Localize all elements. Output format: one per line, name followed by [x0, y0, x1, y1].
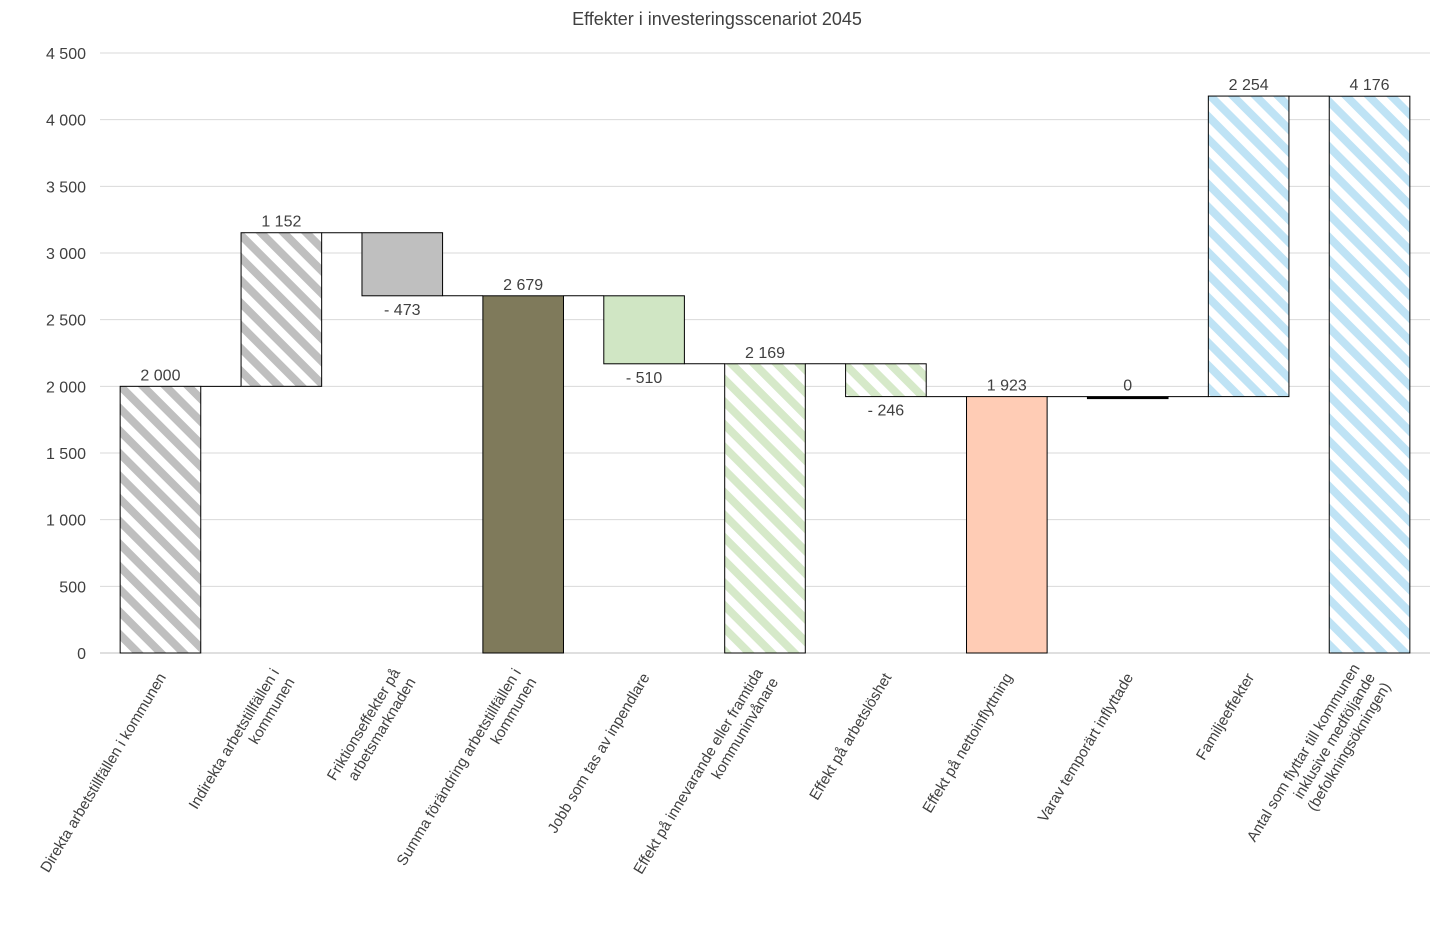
x-category-label: Summa förändring arbetstillfällen ikommu…	[394, 666, 541, 878]
x-category-line: Varav temporärt inflyttade	[1035, 670, 1137, 825]
x-category-label: Familjeeffekter	[1193, 670, 1258, 763]
bar	[724, 363, 806, 654]
y-tick-label: 3 500	[46, 179, 86, 196]
x-category-label: Indirekta arbetstillfällen ikommunen	[186, 666, 299, 822]
bar	[119, 385, 202, 654]
bars	[119, 95, 1411, 654]
x-category-label: Friktionseffekter påarbetsmarknaden	[324, 665, 420, 793]
x-axis: Direkta arbetstillfällen i kommunen Indir…	[37, 661, 1395, 886]
y-tick-label: 500	[59, 579, 86, 596]
y-tick-label: 1 000	[46, 513, 86, 530]
y-tick-label: 4 000	[46, 113, 86, 130]
bar	[1328, 95, 1411, 654]
data-label: 1 923	[987, 378, 1027, 395]
x-category-label: Effekt på innevarande eller framtidakomm…	[630, 665, 782, 886]
bar	[603, 295, 685, 365]
connector-lines	[200, 95, 1330, 398]
bar	[361, 232, 444, 297]
chart-title: Effekter i investeringsscenariot 2045	[572, 9, 862, 29]
x-category-line: Effekt på arbetslöshet	[806, 670, 896, 804]
x-category-line: Summa förändring arbetstillfällen i	[394, 666, 525, 869]
y-tick-label: 1 500	[46, 446, 86, 463]
x-category-label: Direkta arbetstillfällen i kommunen	[37, 670, 170, 875]
data-label: 2 169	[745, 345, 785, 362]
x-category-label: Jobb som tas av inpendlare	[544, 670, 653, 836]
bar	[482, 295, 564, 654]
x-category-label: Varav temporärt inflyttade	[1035, 670, 1137, 825]
bar	[966, 396, 1048, 654]
x-category-line: Jobb som tas av inpendlare	[544, 670, 653, 836]
bar	[240, 232, 323, 387]
x-category-line: Effekt på nettoinflyttning	[919, 670, 1016, 816]
data-label: 2 679	[503, 277, 543, 294]
data-label: - 510	[626, 370, 663, 387]
bar	[845, 363, 927, 398]
data-label: 0	[1123, 378, 1132, 395]
data-label: - 246	[868, 403, 905, 420]
data-label: 4 176	[1350, 77, 1390, 94]
x-category-line: Direkta arbetstillfällen i kommunen	[37, 670, 170, 875]
data-label: - 473	[384, 302, 421, 319]
y-tick-label: 0	[77, 646, 86, 663]
data-label: 1 152	[261, 214, 301, 231]
y-tick-label: 4 500	[46, 46, 86, 63]
y-tick-label: 2 000	[46, 379, 86, 396]
bar	[1207, 95, 1290, 398]
data-labels: 2 000 1 152 - 473 2 679 - 510 2 169 - 246 1 923…	[140, 77, 1389, 420]
y-tick-label: 3 000	[46, 246, 86, 263]
data-label: 2 254	[1229, 77, 1269, 94]
data-label: 2 000	[140, 367, 180, 384]
x-category-line: Indirekta arbetstillfällen i	[186, 666, 283, 813]
x-category-label: Antal som flyttar till kommuneninklusive…	[1244, 661, 1395, 863]
x-category-label: Effekt på arbetslöshet	[806, 670, 896, 804]
x-category-line: Effekt på innevarande eller framtida	[630, 665, 767, 877]
y-tick-label: 2 500	[46, 313, 86, 330]
x-category-label: Effekt på nettoinflyttning	[919, 670, 1016, 816]
x-category-line: Familjeeffekter	[1193, 670, 1258, 763]
bar	[1086, 396, 1169, 400]
y-axis: 0 500 1 000 1 500 2 000 2 500 3 000 3 500 4 000 4…	[46, 46, 86, 663]
